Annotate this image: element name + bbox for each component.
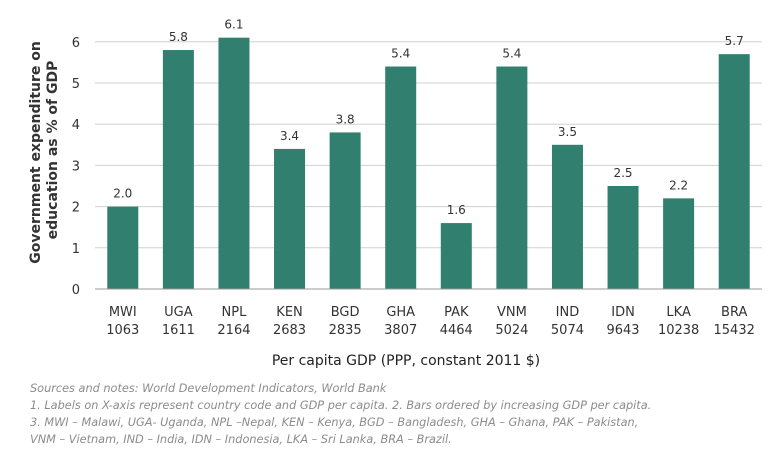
x-tick-code: BGD (331, 305, 360, 320)
x-axis-title: Per capita GDP (PPP, constant 2011 $) (272, 353, 540, 369)
data-label: 3.5 (558, 125, 577, 139)
y-tick-label: 3 (72, 159, 80, 174)
notes-line-1: 1. Labels on X-axis represent country co… (30, 399, 652, 412)
x-tick-code: IND (556, 305, 580, 320)
notes-line-2: 3. MWI – Malawi, UGA- Uganda, NPL –Nepal… (30, 416, 639, 429)
y-axis-title-line-1: Government expenditure on (28, 41, 44, 264)
x-tick-gdp: 3807 (384, 323, 417, 338)
data-label: 3.8 (336, 112, 355, 126)
y-tick-label: 2 (72, 201, 80, 216)
x-tick-gdp: 5024 (495, 323, 528, 338)
y-axis-title: Government expenditure on education as %… (28, 36, 61, 263)
bar-bgd (329, 132, 361, 289)
data-label: 3.4 (280, 129, 299, 143)
x-tick-gdp: 10238 (658, 323, 699, 338)
data-label: 2.2 (669, 178, 688, 192)
bar-chart: 0 1 2 3 4 5 6 MWI 1063 UGA 1611 NPL 2164 KEN 2683 BGD 2… (28, 18, 762, 369)
data-label: 5.4 (502, 47, 521, 61)
data-label: 5.4 (391, 47, 410, 61)
y-tick-labels: 0 1 2 3 4 5 6 (72, 36, 80, 298)
x-tick-gdp: 5074 (551, 323, 584, 338)
x-tick-gdp: 9643 (606, 323, 639, 338)
chart-notes: Sources and notes: World Development Ind… (30, 380, 765, 448)
y-tick-label: 0 (72, 283, 80, 298)
bar-bra (718, 54, 750, 289)
x-tick-gdp: 2683 (273, 323, 306, 338)
bar-mwi (107, 206, 139, 289)
bars (107, 37, 750, 290)
bar-ind (551, 144, 583, 289)
notes-source: Sources and notes: World Development Ind… (30, 382, 387, 395)
x-tick-code: PAK (444, 305, 469, 320)
bar-gha (385, 66, 417, 290)
x-tick-code: IDN (611, 305, 635, 320)
x-tick-gdp: 4464 (440, 323, 473, 338)
x-tick-code: VNM (497, 305, 527, 320)
bar-pak (440, 223, 472, 289)
bar-npl (218, 37, 250, 290)
x-tick-code: MWI (109, 305, 137, 320)
data-label: 2.0 (113, 187, 132, 201)
x-tick-code: LKA (666, 305, 691, 320)
x-tick-code: BRA (721, 305, 747, 320)
x-tick-gdp: 15432 (714, 323, 755, 338)
bar-ken (274, 148, 306, 289)
x-tick-gdp: 2164 (217, 323, 250, 338)
y-tick-label: 5 (72, 77, 80, 92)
notes-line-3: VNM – Vietnam, IND – India, IDN – Indone… (30, 433, 452, 446)
bar-lka (663, 198, 695, 289)
data-label: 1.6 (447, 203, 466, 217)
y-axis-title-line-2: education as % of GDP (45, 61, 61, 240)
y-tick-label: 1 (72, 242, 80, 257)
bar-uga (162, 50, 194, 289)
x-tick-labels: MWI 1063 UGA 1611 NPL 2164 KEN 2683 BGD 2835 GHA 38… (106, 305, 755, 338)
data-labels: 2.0 5.8 6.1 3.4 3.8 5.4 1.6 5.4 3.5 2.5 2.2 5.7 (113, 18, 744, 217)
x-tick-gdp: 1063 (106, 323, 139, 338)
x-tick-gdp: 2835 (329, 323, 362, 338)
data-label: 5.8 (169, 30, 188, 44)
y-tick-label: 4 (72, 118, 80, 133)
data-label: 5.7 (725, 34, 744, 48)
x-tick-gdp: 1611 (162, 323, 195, 338)
data-label: 6.1 (224, 18, 243, 32)
data-label: 2.5 (613, 166, 632, 180)
gridlines (95, 41, 762, 249)
x-tick-code: NPL (222, 305, 248, 320)
x-tick-code: GHA (386, 305, 415, 320)
x-tick-code: KEN (276, 305, 302, 320)
x-tick-code: UGA (164, 305, 193, 320)
bar-vnm (496, 66, 528, 290)
bar-idn (607, 186, 639, 289)
y-tick-label: 6 (72, 36, 80, 51)
